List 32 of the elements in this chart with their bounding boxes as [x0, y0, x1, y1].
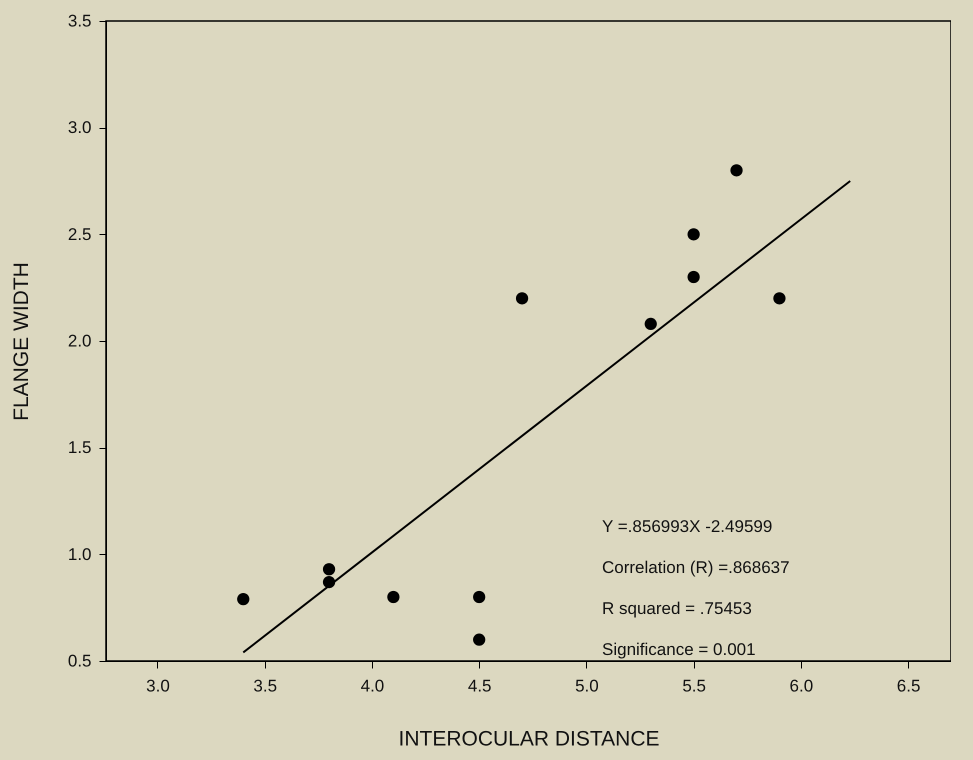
- y-tick-label: 2.0: [68, 332, 92, 350]
- point: [773, 292, 786, 304]
- point: [688, 228, 700, 240]
- point: [237, 593, 250, 606]
- point: [322, 563, 336, 576]
- y-tick-label: 1.5: [68, 438, 92, 458]
- x-tick-label: 6.5: [896, 676, 920, 696]
- annotation: Y =.856993X -2.49599: [602, 517, 772, 536]
- x-tick-label: 4.5: [468, 676, 492, 696]
- x-tick-label: 3.0: [146, 676, 170, 696]
- x-tick-label: 6.0: [790, 676, 814, 696]
- annotation: Significance = 0.001: [602, 640, 756, 659]
- point: [473, 634, 486, 646]
- x-tick-label: 4.0: [360, 676, 384, 696]
- y-tick-label: 3.5: [68, 12, 92, 30]
- point: [644, 318, 657, 330]
- x-tick-label: 5.5: [682, 676, 706, 696]
- y-tick-label: 0.5: [68, 652, 92, 670]
- x-axis-title: INTEROCULAR DISTANCE: [398, 728, 660, 750]
- y-tick-label: 2.5: [68, 224, 92, 244]
- point: [688, 270, 700, 284]
- point: [516, 292, 528, 304]
- point: [387, 590, 400, 604]
- annotation: Correlation (R) =.868637: [602, 558, 790, 577]
- y-tick-label: 3.0: [68, 118, 92, 138]
- y-tick-label: 1.0: [68, 544, 92, 564]
- point: [473, 590, 486, 604]
- y-axis-title: FLANGE WIDTH: [10, 262, 33, 421]
- x-tick-label: 3.5: [253, 676, 278, 696]
- annotation: R squared = .75453: [602, 599, 752, 618]
- point: [730, 164, 743, 176]
- x-tick-label: 5.0: [575, 676, 599, 696]
